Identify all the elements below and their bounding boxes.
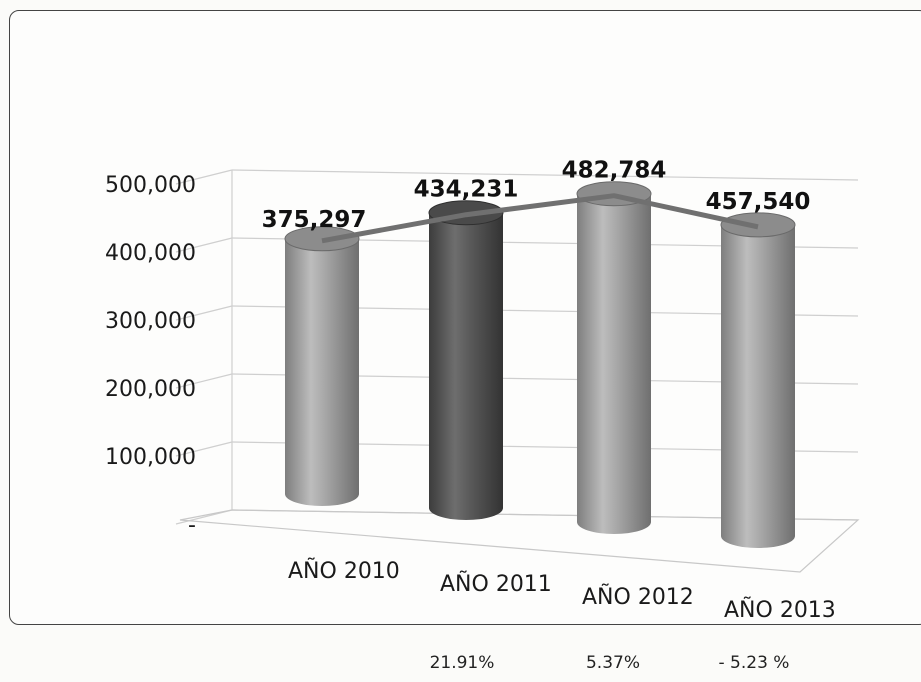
trend-line: [321, 193, 759, 244]
bars: [284, 181, 796, 548]
side-gridline: [175, 237, 233, 253]
y-tick-label: 300,000: [105, 309, 196, 334]
bar-body: [285, 238, 359, 506]
growth-rates: 21.91% 5.37% - 5.23 %: [430, 653, 790, 673]
data-label: 434,231: [414, 177, 519, 203]
trend-line-layer: [321, 193, 759, 244]
growth-rate-label: - 5.23 %: [719, 653, 790, 673]
side-gridline: [175, 305, 233, 321]
side-gridline: [175, 373, 233, 389]
data-label: 457,540: [706, 189, 811, 215]
growth-rate-label: 5.37%: [586, 653, 640, 673]
bar: [720, 212, 796, 548]
side-gridline: [175, 441, 233, 457]
growth-rate-label: 21.91%: [430, 653, 495, 673]
y-tick-label: -: [188, 513, 196, 538]
bar: [284, 226, 360, 506]
y-tick-label: 100,000: [105, 445, 196, 470]
x-tick-label: AÑO 2010: [288, 557, 400, 584]
x-tick-label: AÑO 2012: [582, 583, 694, 610]
bar: [428, 200, 504, 521]
bar-body: [577, 193, 651, 534]
y-axis: - 100,000 200,000 300,000 400,000 500,000: [105, 173, 196, 538]
y-tick-label: 500,000: [105, 173, 196, 198]
y-tick-label: 200,000: [105, 377, 196, 402]
data-label: 375,297: [262, 207, 367, 233]
bar-body: [721, 224, 795, 548]
data-labels: 375,297 434,231 482,784 457,540: [262, 158, 811, 233]
x-axis: AÑO 2010 AÑO 2011 AÑO 2012 AÑO 2013: [288, 557, 836, 623]
gridline: [231, 169, 859, 181]
side-gridline: [175, 169, 233, 185]
bar-body: [429, 212, 503, 521]
x-tick-label: AÑO 2011: [440, 570, 552, 597]
x-tick-label: AÑO 2013: [724, 596, 836, 623]
bar: [576, 181, 652, 534]
data-label: 482,784: [562, 158, 667, 184]
y-tick-label: 400,000: [105, 241, 196, 266]
